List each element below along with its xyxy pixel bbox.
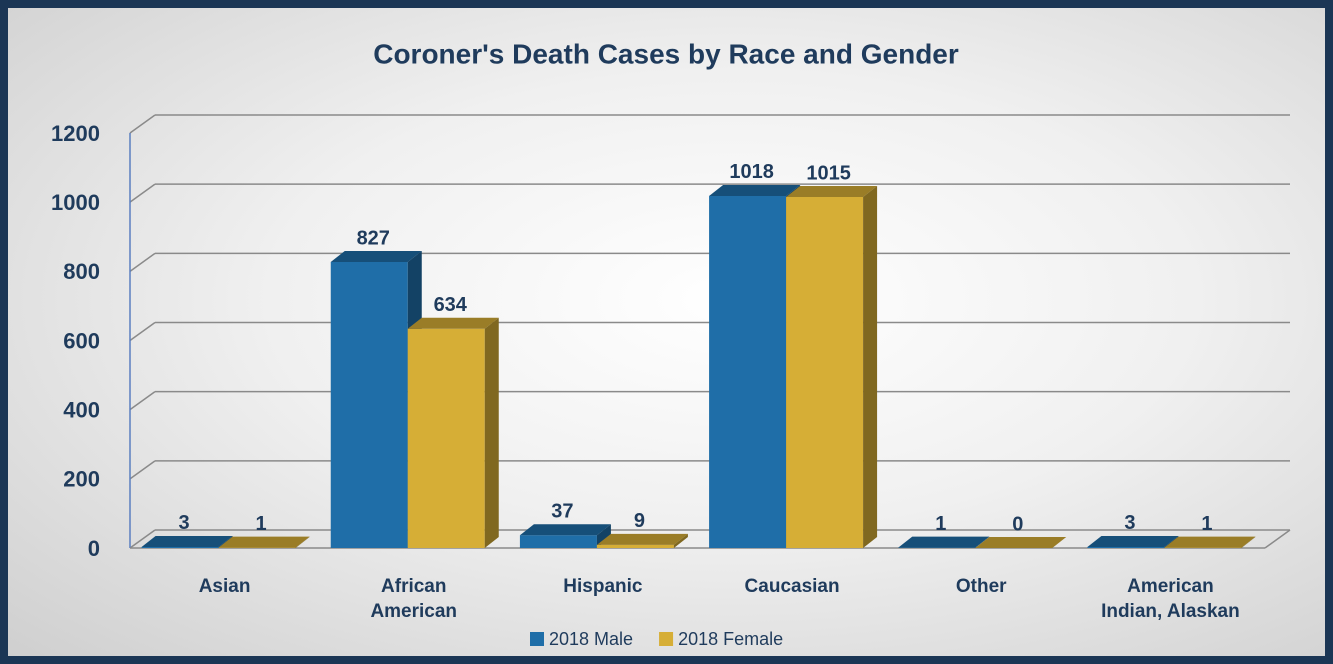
value-label: 827 xyxy=(357,227,390,249)
x-tick-label: Asian xyxy=(198,576,251,597)
bar-front xyxy=(519,535,597,548)
value-label: 1018 xyxy=(729,161,774,183)
bar-side xyxy=(484,317,499,548)
bar-side xyxy=(1241,536,1256,548)
x-tick-label: Caucasian xyxy=(744,576,840,597)
bar-side xyxy=(673,533,688,548)
bar-top xyxy=(709,184,801,196)
grid-line-side xyxy=(129,460,156,480)
bar xyxy=(786,185,878,548)
y-tick-label: 800 xyxy=(63,259,100,284)
bar xyxy=(519,524,611,548)
bar-top xyxy=(330,250,422,262)
y-tick-label: 1200 xyxy=(51,121,100,146)
grid-line-side xyxy=(129,183,156,203)
value-label: 37 xyxy=(551,500,573,522)
bar xyxy=(596,533,688,548)
grid-line-side xyxy=(129,252,156,272)
value-label: 0 xyxy=(1012,513,1023,535)
y-tick-label: 1000 xyxy=(51,190,100,215)
x-tick-label: Other xyxy=(955,576,1007,597)
bar-top xyxy=(519,524,611,536)
bar-front xyxy=(709,195,787,549)
value-label: 1 xyxy=(935,513,946,535)
bar-top xyxy=(1087,535,1179,547)
bar-top xyxy=(218,536,310,548)
value-label: 1015 xyxy=(806,162,851,184)
bar-front xyxy=(1087,546,1165,548)
bar-side xyxy=(863,185,878,548)
y-tick-label: 0 xyxy=(88,536,100,561)
bar-top xyxy=(596,533,688,545)
bar-top xyxy=(975,537,1067,548)
value-label: 3 xyxy=(179,512,190,534)
y-tick-label: 400 xyxy=(63,397,100,422)
value-label: 1 xyxy=(256,513,267,535)
bar-front xyxy=(596,544,674,548)
grid-line-side xyxy=(129,321,156,342)
bar xyxy=(218,536,310,548)
grid-line-side xyxy=(129,391,156,411)
grid-line-side xyxy=(129,114,156,134)
bar-front xyxy=(786,196,864,548)
x-tick-label: African American xyxy=(370,576,458,622)
legend-label: 2018 Female xyxy=(678,629,783,649)
legend-label: 2018 Male xyxy=(549,629,633,649)
value-label: 1 xyxy=(1201,513,1212,535)
bar-side xyxy=(596,524,611,548)
grid-line-side xyxy=(129,529,156,549)
y-tick-label: 200 xyxy=(63,467,100,492)
x-tick-label: Hispanic xyxy=(563,576,643,597)
bar xyxy=(975,537,1067,548)
floor-right xyxy=(1264,529,1291,549)
bar xyxy=(407,317,499,548)
legend-swatch xyxy=(530,632,544,646)
bar-top xyxy=(1164,536,1256,548)
bar xyxy=(898,536,990,548)
bar-top xyxy=(141,535,233,547)
bar xyxy=(1164,536,1256,548)
legend-swatch xyxy=(659,632,674,646)
chart-title: Coroner's Death Cases by Race and Gender xyxy=(373,38,959,69)
bar-front xyxy=(407,328,485,548)
bar xyxy=(141,535,233,548)
value-label: 9 xyxy=(634,510,645,532)
bar-top xyxy=(407,317,499,329)
bar xyxy=(1087,535,1179,548)
bar-side xyxy=(975,536,990,548)
bar-front xyxy=(141,546,219,548)
bar-side xyxy=(295,536,310,548)
value-label: 634 xyxy=(434,294,468,316)
value-label: 3 xyxy=(1124,512,1135,534)
y-tick-label: 600 xyxy=(63,328,100,353)
bar-top xyxy=(786,185,878,197)
bar-top xyxy=(898,536,990,548)
x-tick-label: American Indian, Alaskan xyxy=(1101,576,1240,622)
bar-front xyxy=(330,261,408,548)
